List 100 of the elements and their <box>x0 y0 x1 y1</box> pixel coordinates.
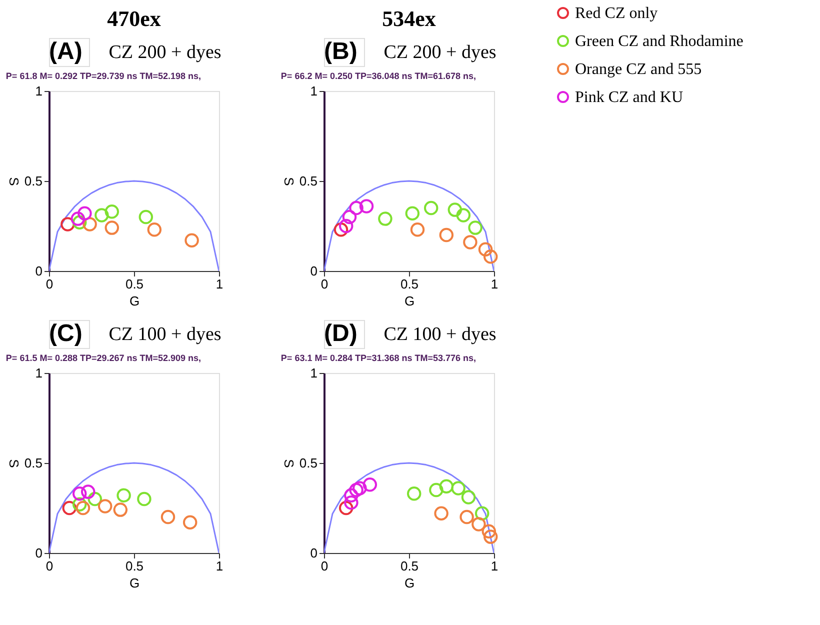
point <box>463 235 478 250</box>
point <box>78 206 92 221</box>
point <box>439 479 454 494</box>
point <box>70 212 86 226</box>
point <box>72 486 87 501</box>
point <box>378 212 392 226</box>
point <box>483 530 498 544</box>
chart-subtitle: P= 66.2 M= 0.250 TP=36.048 ns TM=61.678 ns, <box>280 71 476 81</box>
text: 470ex <box>107 6 161 31</box>
x-axis-title: G <box>129 294 140 308</box>
point <box>472 517 486 532</box>
point <box>113 502 128 517</box>
x-tick-label: 0.5 <box>400 558 419 574</box>
point <box>338 218 354 234</box>
point <box>448 202 462 217</box>
x-axis-title: G <box>129 576 140 590</box>
text: (D) <box>324 320 358 347</box>
y-tick-label: 0.5 <box>24 456 42 470</box>
y-axis-title: S <box>6 459 22 468</box>
chart-subtitle: P= 63.1 M= 0.284 TP=31.368 ns TM=53.776 ns, <box>280 353 476 363</box>
chart-title: CZ 200 + dyes <box>108 42 222 63</box>
x-tick-label: 1 <box>490 558 498 574</box>
point <box>349 200 364 216</box>
point <box>478 242 493 257</box>
point <box>104 220 120 235</box>
point <box>405 206 420 221</box>
point <box>439 228 454 242</box>
legend-label: Pink CZ and KU <box>575 89 684 106</box>
x-axis-title: G <box>404 294 415 308</box>
point <box>474 506 490 521</box>
point <box>451 481 466 496</box>
x-tick-label: 1 <box>216 276 224 292</box>
point <box>338 500 354 516</box>
point <box>344 488 358 503</box>
legend-label: Orange CZ and 555 <box>575 61 702 78</box>
point <box>60 217 75 232</box>
point <box>160 510 176 524</box>
y-tick-label: 0.5 <box>299 174 318 188</box>
x-tick-label: 0.5 <box>400 276 419 292</box>
point <box>94 208 109 222</box>
x-tick-label: 0.5 <box>125 276 144 292</box>
legend-label: Green CZ and Rhodamine <box>575 33 744 50</box>
point <box>98 499 112 514</box>
x-tick-label: 1 <box>490 276 498 292</box>
point <box>349 482 364 498</box>
point <box>424 200 438 216</box>
point <box>468 220 482 235</box>
y-axis-title: S <box>281 177 296 186</box>
point <box>88 492 102 506</box>
text: (C) <box>49 320 82 347</box>
point <box>410 222 425 237</box>
y-tick-label: 0.5 <box>299 456 318 470</box>
point <box>434 506 448 521</box>
x-tick-label: 0 <box>46 276 54 292</box>
point <box>137 492 152 506</box>
point <box>482 524 496 539</box>
point <box>406 486 422 501</box>
point <box>147 222 162 237</box>
x-tick-label: 1 <box>216 558 224 574</box>
chart-title: CZ 200 + dyes <box>384 42 496 63</box>
point <box>429 482 444 498</box>
x-tick-label: 0 <box>46 558 54 574</box>
point <box>138 210 154 224</box>
y-axis-title: S <box>6 177 22 186</box>
y-tick-label: 0 <box>35 546 42 560</box>
point <box>82 217 97 232</box>
y-axis-title: S <box>281 459 296 468</box>
point <box>184 233 199 248</box>
y-tick-label: 1 <box>310 366 318 380</box>
point <box>461 490 476 504</box>
point <box>344 495 358 510</box>
point <box>104 204 120 219</box>
y-tick-label: 1 <box>35 366 42 380</box>
point <box>72 215 87 230</box>
text: (A) <box>49 38 82 65</box>
text: (B) <box>324 38 358 65</box>
point <box>334 222 348 237</box>
chart-subtitle: P= 61.5 M= 0.288 TP=29.267 ns TM=52.909 ns, <box>6 353 202 363</box>
x-axis-title: G <box>404 576 415 590</box>
y-tick-label: 1 <box>310 84 318 98</box>
chart-subtitle: P= 61.8 M= 0.292 TP=29.739 ns TM=52.198 ns, <box>6 71 202 81</box>
chart-title: CZ 100 + dyes <box>108 324 222 345</box>
point <box>359 199 374 214</box>
y-tick-label: 0 <box>310 546 318 560</box>
point <box>362 477 378 492</box>
legend-label: Red CZ only <box>575 5 658 22</box>
point <box>72 497 87 512</box>
y-tick-label: 0.5 <box>24 174 42 188</box>
point <box>342 210 357 224</box>
point <box>460 510 474 524</box>
x-tick-label: 0 <box>320 276 328 292</box>
point <box>483 249 498 264</box>
y-tick-label: 1 <box>35 84 42 98</box>
x-tick-label: 0 <box>320 558 328 574</box>
point <box>80 484 96 499</box>
y-tick-label: 0 <box>35 264 42 278</box>
point <box>116 488 131 503</box>
chart-title: CZ 100 + dyes <box>384 324 496 345</box>
text: 534ex <box>382 6 436 31</box>
point <box>352 481 367 496</box>
